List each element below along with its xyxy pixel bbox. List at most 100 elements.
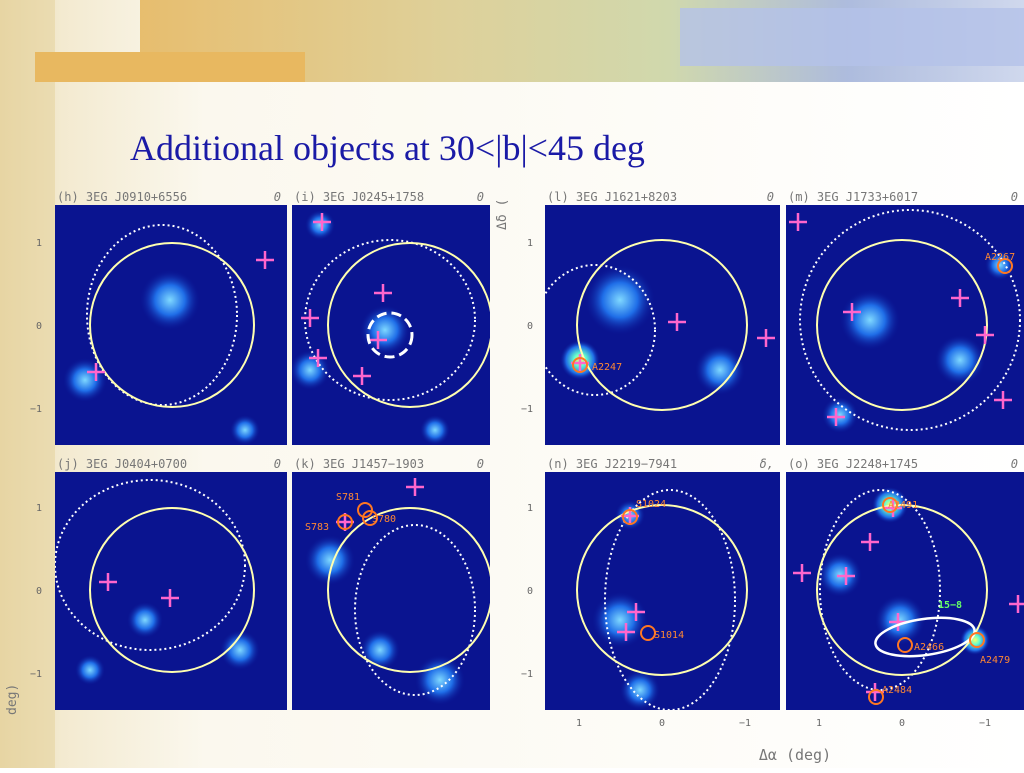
source-cross bbox=[827, 408, 845, 426]
panel-corner: 0 bbox=[274, 457, 281, 471]
y-axis-label: Δδ ( bbox=[495, 199, 510, 230]
panel-corner: 0 bbox=[477, 457, 484, 471]
source-cross bbox=[884, 499, 902, 517]
panels: (h) 3EG J0910+6556 0 (i) 3EG J0245+1758 0 (l… bbox=[5, 190, 1024, 764]
panel-corner: δ, bbox=[760, 457, 774, 471]
ellipse-15-8 bbox=[874, 616, 976, 658]
source-cross bbox=[301, 309, 319, 327]
source-label: A2479 bbox=[980, 655, 1010, 666]
x-tick-label: 1 bbox=[576, 718, 582, 729]
source-marker bbox=[997, 258, 1013, 274]
emission bbox=[585, 265, 655, 335]
x-tick-label: 0 bbox=[659, 718, 665, 729]
error-circle bbox=[89, 242, 255, 408]
sky-map bbox=[55, 472, 287, 710]
dotted-ellipse bbox=[86, 224, 238, 406]
sky-map bbox=[786, 205, 1024, 445]
emission bbox=[127, 602, 163, 638]
sky-map bbox=[545, 472, 780, 710]
source-cross bbox=[1009, 595, 1024, 613]
source-marker bbox=[362, 510, 378, 526]
source-cross bbox=[87, 363, 105, 381]
source-label: S780 bbox=[372, 514, 396, 525]
emission bbox=[592, 592, 648, 648]
sky-map bbox=[786, 472, 1024, 710]
slide-title: Additional objects at 30<|b|<45 deg bbox=[130, 128, 645, 168]
source-cross bbox=[627, 603, 645, 621]
emission bbox=[220, 630, 260, 670]
y-tick-label: 0 bbox=[527, 321, 533, 332]
panel-label: (h) 3EG J0910+6556 bbox=[57, 190, 187, 204]
dotted-ellipse bbox=[55, 479, 246, 651]
source-label: S1014 bbox=[654, 630, 684, 641]
error-circle bbox=[89, 507, 255, 673]
banner-strip bbox=[680, 8, 1024, 66]
panel-label: (k) 3EG J1457−1903 bbox=[294, 457, 424, 471]
panel-corner: 0 bbox=[767, 190, 774, 204]
source-cross bbox=[256, 251, 274, 269]
error-circle bbox=[327, 242, 490, 408]
panel-label: (m) 3EG J1733+6017 bbox=[788, 190, 918, 204]
panel-label: (l) 3EG J1621+8203 bbox=[547, 190, 677, 204]
source-cross bbox=[757, 329, 775, 347]
x-axis-label: Δα (deg) bbox=[759, 746, 831, 764]
emission bbox=[840, 290, 900, 350]
y-tick-label: 0 bbox=[36, 586, 42, 597]
emission bbox=[360, 305, 410, 355]
source-marker bbox=[868, 689, 884, 705]
x-tick-label: −1 bbox=[979, 718, 991, 729]
sky-map bbox=[292, 205, 490, 445]
source-cross bbox=[843, 303, 861, 321]
y-tick-label: 1 bbox=[36, 503, 42, 514]
emission bbox=[960, 625, 990, 655]
error-circle bbox=[576, 239, 748, 411]
source-marker bbox=[897, 637, 913, 653]
emission bbox=[292, 350, 330, 390]
source-cross bbox=[951, 289, 969, 307]
panel-corner: 0 bbox=[477, 190, 484, 204]
emission bbox=[415, 655, 465, 705]
x-tick-label: −1 bbox=[739, 718, 751, 729]
source-marker bbox=[337, 514, 353, 530]
sky-map bbox=[55, 205, 287, 445]
emission bbox=[822, 397, 858, 433]
dotted-ellipse bbox=[819, 489, 941, 691]
y-tick-label: −1 bbox=[30, 669, 42, 680]
source-cross bbox=[789, 213, 807, 231]
error-circle bbox=[816, 239, 988, 411]
emission bbox=[305, 535, 355, 585]
source-marker bbox=[640, 625, 656, 641]
panel-corner: 0 bbox=[274, 190, 281, 204]
source-label: A2247 bbox=[592, 362, 622, 373]
source-cross bbox=[861, 533, 879, 551]
source-marker bbox=[882, 497, 898, 513]
emission bbox=[420, 415, 450, 445]
source-cross bbox=[837, 567, 855, 585]
dotted-ellipse bbox=[604, 489, 736, 710]
source-cross bbox=[99, 573, 117, 591]
source-label: S1024 bbox=[636, 499, 666, 510]
source-cross bbox=[617, 623, 635, 641]
dashed-circle bbox=[366, 311, 414, 359]
source-label: S783 bbox=[305, 522, 329, 533]
emission bbox=[75, 655, 105, 685]
dotted-ellipse bbox=[545, 264, 656, 396]
side-texture bbox=[0, 0, 55, 768]
emission bbox=[305, 210, 335, 240]
sky-background bbox=[545, 472, 780, 710]
source-cross bbox=[668, 313, 686, 331]
emission bbox=[360, 630, 400, 670]
source-label: A2267 bbox=[985, 252, 1015, 263]
panel-label: (i) 3EG J0245+1758 bbox=[294, 190, 424, 204]
y-axis-label: deg) bbox=[5, 684, 20, 715]
error-circle bbox=[576, 504, 748, 676]
x-tick-label: 1 bbox=[816, 718, 822, 729]
source-cross bbox=[313, 213, 331, 231]
dotted-ellipse bbox=[304, 239, 476, 401]
y-tick-label: 1 bbox=[527, 238, 533, 249]
dotted-ellipse bbox=[354, 524, 476, 696]
y-tick-label: 1 bbox=[527, 503, 533, 514]
error-circle bbox=[816, 504, 988, 676]
